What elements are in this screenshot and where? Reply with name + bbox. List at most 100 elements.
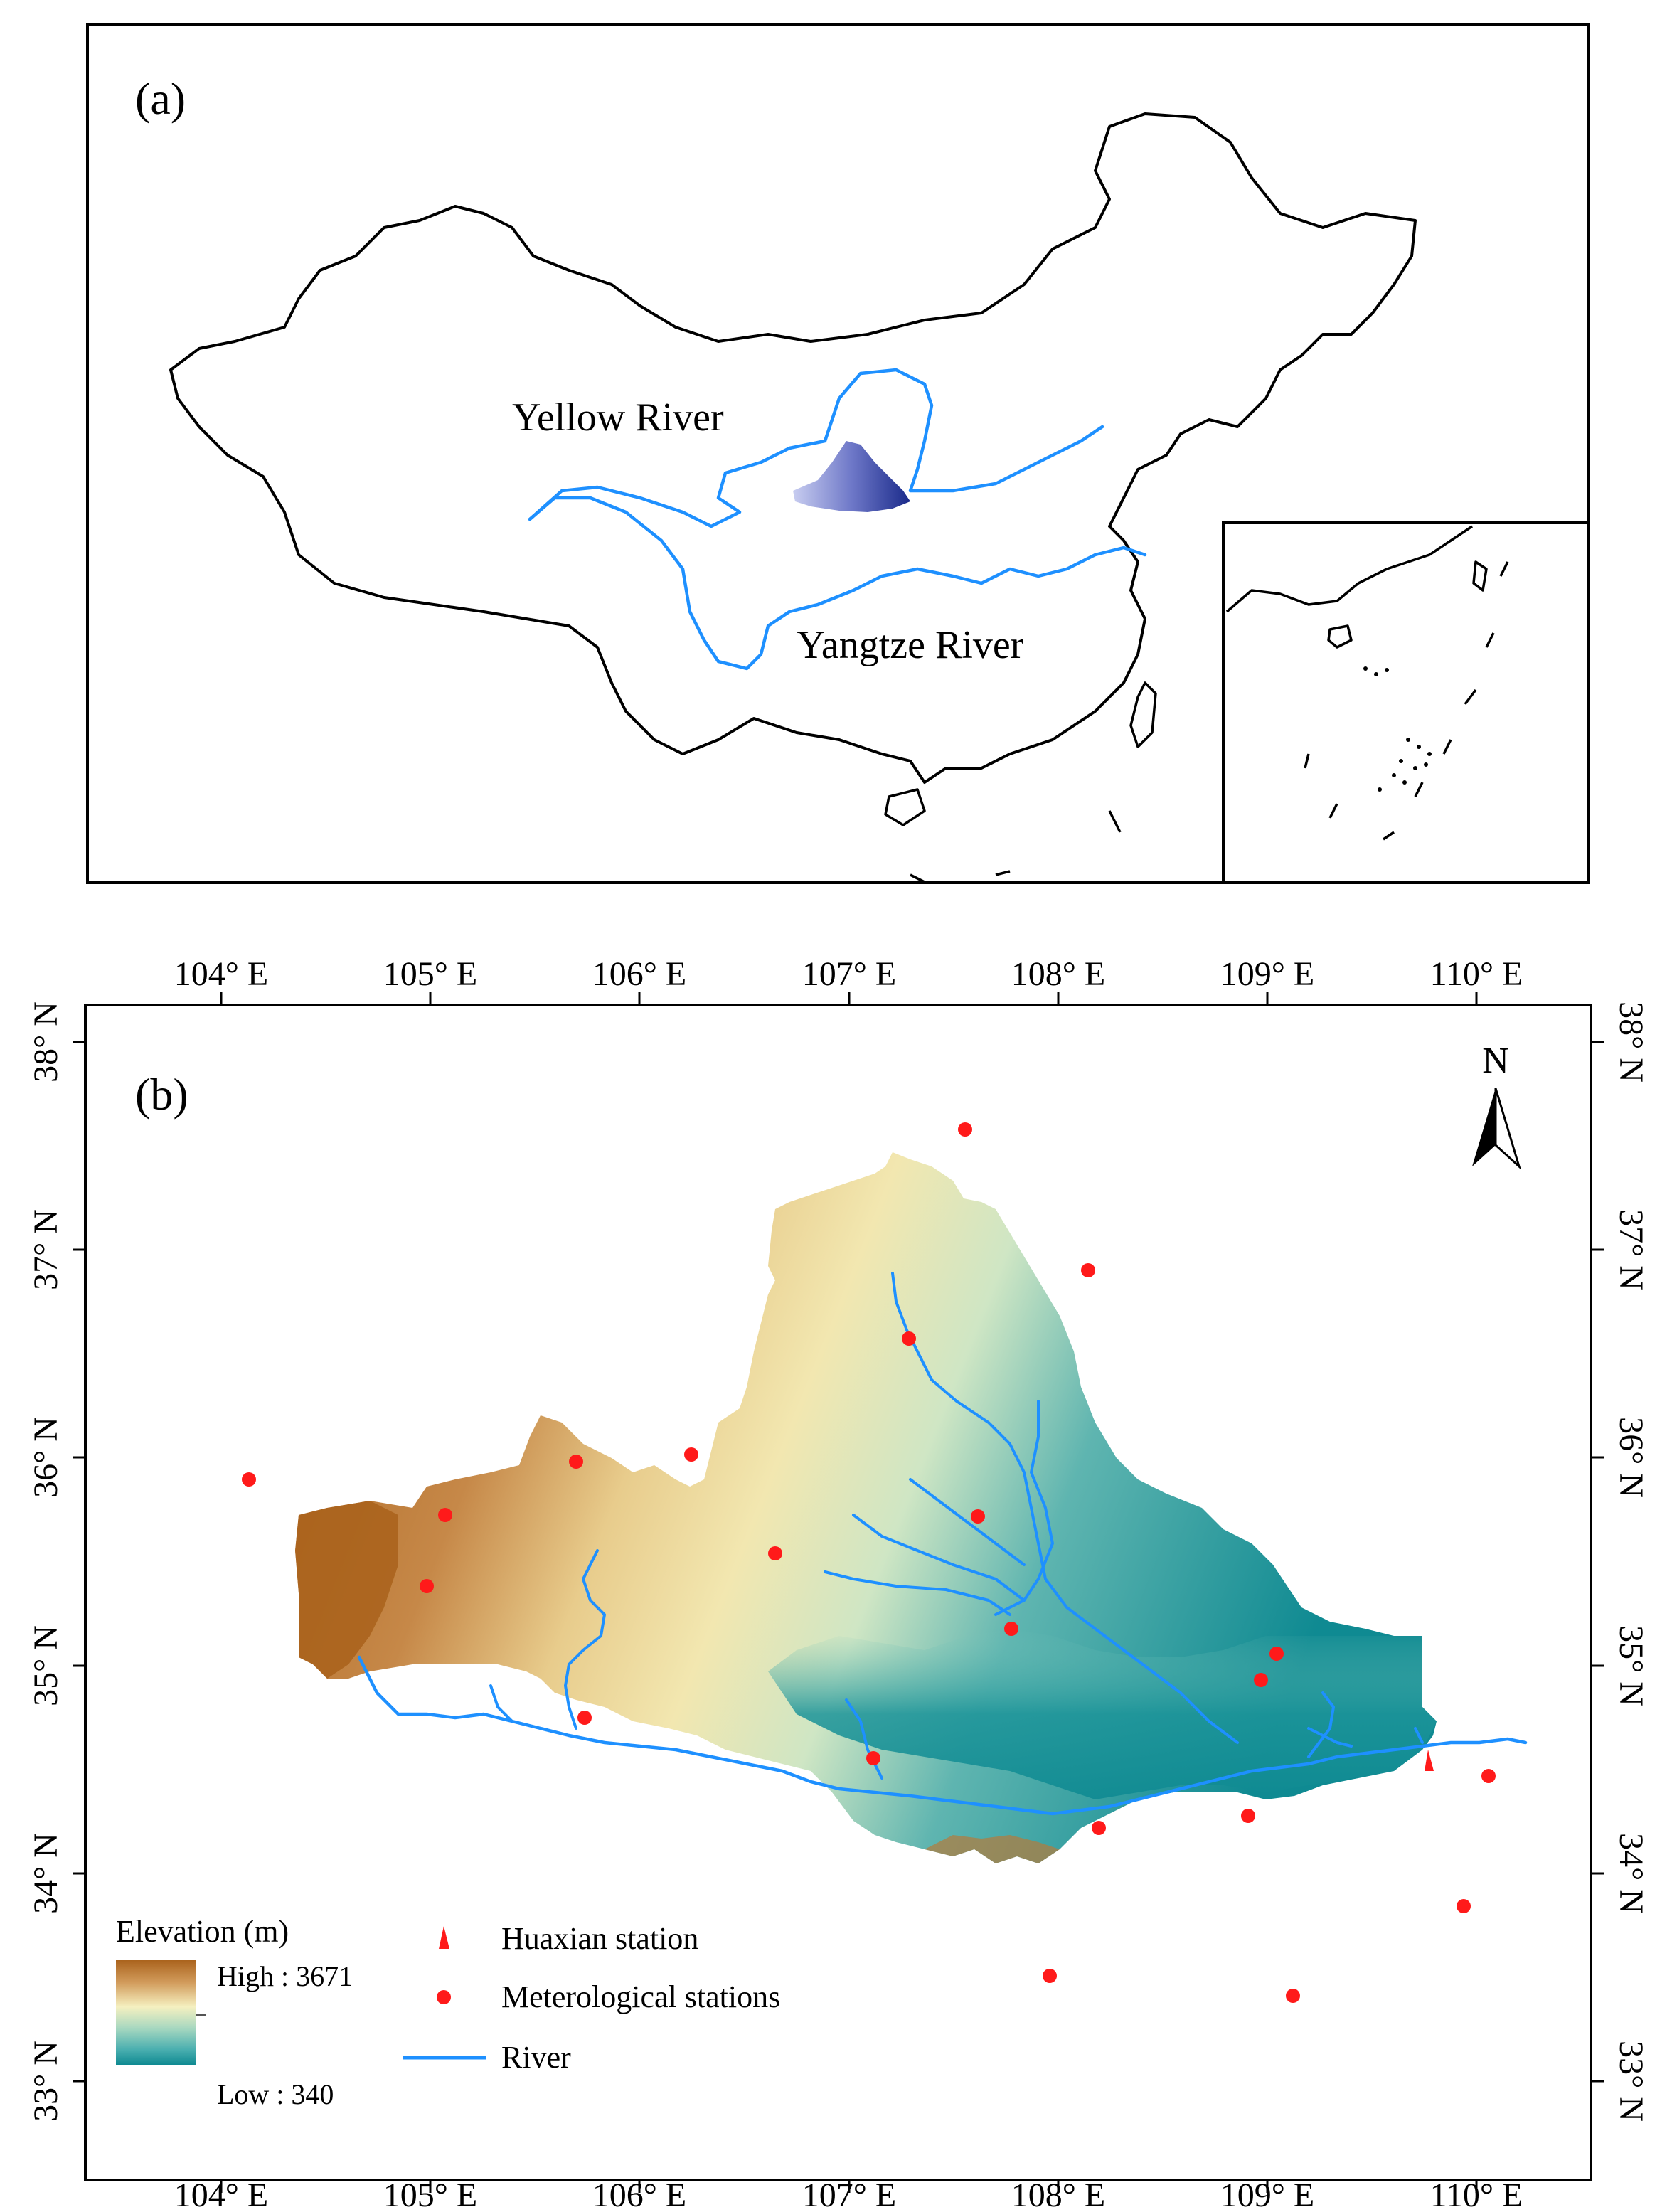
legend-met-stations-label: Meterological stations (501, 1979, 780, 2014)
top-tick-label: 105° E (383, 955, 478, 993)
bottom-tick-label: 104° E (174, 2176, 269, 2208)
panel-b-label: (b) (135, 1069, 188, 1120)
met-station (569, 1455, 583, 1469)
north-arrow-label: N (1482, 1041, 1509, 1081)
met-station (577, 1711, 592, 1725)
left-tick-label: 35° N (27, 1625, 65, 1706)
met-station (768, 1546, 782, 1560)
meteorological-stations (242, 1122, 1496, 2003)
top-tick-label: 106° E (592, 955, 687, 993)
legend-huaxian-label: Huaxian station (501, 1921, 698, 1956)
inset-islands (1363, 666, 1432, 792)
met-station (1269, 1647, 1284, 1661)
wei-river-main (357, 1655, 1528, 1816)
legend-met-station-icon (437, 1990, 451, 2004)
yangtze-river (528, 496, 1147, 671)
inset-frame (1222, 521, 1590, 884)
left-tick-label: 37° N (27, 1209, 65, 1290)
right-tick-label: 34° N (1612, 1833, 1650, 1914)
left-tick-label: 38° N (27, 1001, 65, 1083)
tributary-east (1414, 1727, 1424, 1744)
guanzhong-plain (768, 1629, 1437, 1799)
inset-hainan (1327, 624, 1353, 649)
tributary-sw (489, 1684, 513, 1723)
elevation-color-ramp (116, 1960, 196, 2065)
left-tick-label: 36° N (27, 1417, 65, 1498)
legend-elevation-title: Elevation (m) (116, 1914, 289, 1949)
yangtze-river-label: Yangtze River (797, 623, 1024, 667)
jing-river (891, 1272, 1239, 1744)
inset-taiwan (1472, 560, 1488, 592)
met-station (242, 1472, 256, 1487)
met-station (866, 1751, 880, 1765)
luo-river (1307, 1727, 1353, 1748)
right-axis: 38° N 37° N 36° N 35° N 34° N 33° N (1591, 1001, 1650, 2122)
bottom-tick-label: 107° E (802, 2176, 897, 2208)
right-tick-label: 36° N (1612, 1417, 1650, 1498)
met-station (1241, 1809, 1255, 1823)
north-arrow-icon-right (1494, 1088, 1521, 1170)
inset-coastline (1225, 525, 1473, 613)
north-arrow: N (1472, 1041, 1521, 1170)
right-tick-label: 38° N (1612, 1001, 1650, 1083)
panel-a-label: (a) (135, 73, 186, 124)
river-network (357, 1272, 1528, 1816)
top-axis: 104° E 105° E 106° E 107° E 108° E 109° … (174, 955, 1523, 1005)
legend-huaxian-icon (439, 1926, 449, 1949)
met-station (902, 1331, 916, 1346)
qinling-ridge (925, 1835, 1060, 1863)
wei-basin-location (793, 441, 910, 512)
legend-river-label: River (501, 2040, 571, 2075)
panel-b: 104° E 105° E 106° E 107° E 108° E 109° … (27, 955, 1650, 2212)
bottom-tick-label: 110° E (1430, 2176, 1523, 2208)
legend: Elevation (m) High : 3671 Low : 340 Huax… (116, 1914, 780, 2110)
taiwan-island (1129, 681, 1157, 748)
hainan-island (884, 788, 926, 826)
met-station (420, 1579, 434, 1593)
yellow-river (528, 368, 1104, 528)
bottom-axis: 104° E 105° E 106° E 107° E 108° E 109° … (174, 2176, 1523, 2212)
met-station (1286, 1989, 1300, 2003)
north-arrow-icon (1472, 1088, 1496, 1166)
met-station (1457, 1899, 1471, 1913)
top-tick-label: 110° E (1430, 955, 1523, 993)
met-station (438, 1508, 452, 1522)
right-tick-label: 33° N (1612, 2041, 1650, 2122)
china-border (169, 112, 1417, 784)
bottom-tick-label: 106° E (592, 2176, 687, 2208)
met-station (1043, 1969, 1057, 1983)
luo-branch (1307, 1691, 1335, 1758)
top-tick-label: 104° E (174, 955, 269, 993)
bottom-tick-label: 105° E (383, 2176, 478, 2208)
huaxian-station-marker (1425, 1750, 1434, 1771)
met-station (1481, 1769, 1496, 1783)
inset-dash-line (1304, 561, 1509, 841)
panel-b-frame (84, 1004, 1592, 2181)
south-coast-segments (910, 810, 1122, 883)
met-station (1092, 1821, 1106, 1835)
western-highlands (295, 1501, 398, 1679)
south-china-sea-inset (1222, 521, 1590, 884)
met-station (1081, 1263, 1095, 1277)
met-station (1004, 1622, 1018, 1636)
legend-low-label: Low : 340 (217, 2078, 334, 2110)
left-axis: 38° N 37° N 36° N 35° N 34° N 33° N (27, 1001, 85, 2122)
top-tick-label: 109° E (1220, 955, 1315, 993)
met-station (684, 1447, 698, 1462)
top-tick-label: 108° E (1011, 955, 1106, 993)
tributary-west (564, 1549, 606, 1730)
legend-high-label: High : 3671 (217, 1960, 353, 1992)
yellow-river-label: Yellow River (512, 395, 724, 440)
panel-a-frame (86, 23, 1590, 884)
left-tick-label: 34° N (27, 1833, 65, 1914)
top-tick-label: 107° E (802, 955, 897, 993)
jing-branch-west (824, 1570, 1011, 1616)
jing-branch-north (909, 1478, 1026, 1566)
met-station (1254, 1673, 1268, 1687)
met-station (958, 1122, 972, 1137)
jing-branch-east (1023, 1400, 1054, 1602)
left-tick-label: 33° N (27, 2041, 65, 2122)
panel-a: Yellow River Yangtze River (a) (86, 23, 1590, 884)
bottom-tick-label: 108° E (1011, 2176, 1106, 2208)
